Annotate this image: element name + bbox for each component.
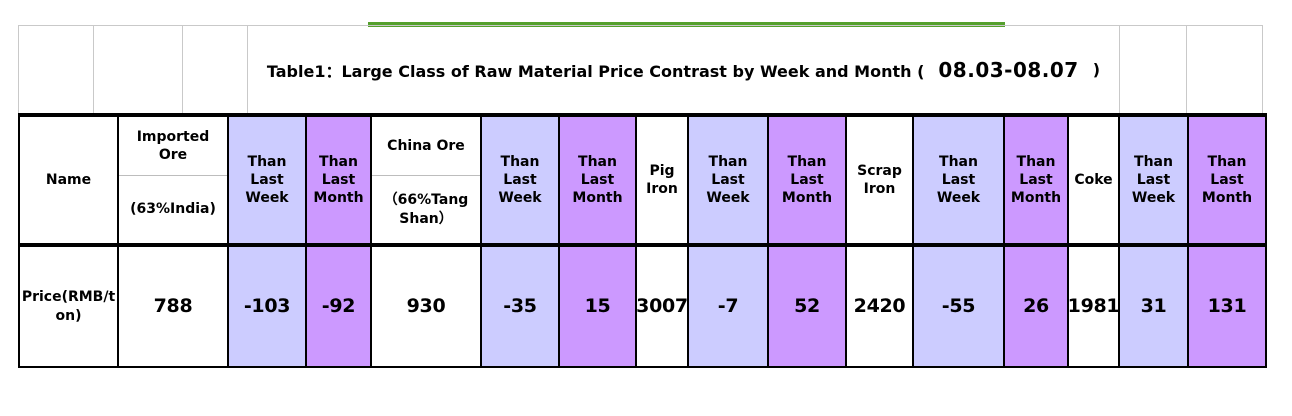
than-last-week-label: Than Last Week bbox=[706, 153, 750, 207]
month-delta-scrap-iron: 26 bbox=[1005, 247, 1069, 366]
header-than-last-week-coke: Than Last Week bbox=[1120, 117, 1189, 247]
price-imported-ore: 788 bbox=[119, 247, 229, 366]
week-delta-imported-ore: -103 bbox=[229, 247, 307, 366]
month-delta-pig-iron: 52 bbox=[769, 247, 847, 366]
price-scrap-iron: 2420 bbox=[847, 247, 914, 366]
month-delta-coke: 131 bbox=[1189, 247, 1265, 366]
price-row-label: Price(RMB/ton) bbox=[21, 289, 116, 324]
empty-cell bbox=[94, 26, 183, 113]
header-cell-name: Name bbox=[20, 117, 119, 247]
imported-ore-spec: (63%India) bbox=[130, 201, 216, 218]
empty-cell bbox=[183, 26, 248, 113]
header-than-last-month-imported-ore: Than Last Month bbox=[307, 117, 372, 247]
header-cell-china-ore: China Ore （66%TangShan） bbox=[372, 117, 482, 247]
header-than-last-week-scrap-iron: Than Last Week bbox=[914, 117, 1005, 247]
than-last-week-label: Than Last Week bbox=[245, 153, 289, 207]
month-delta-imported-ore: -92 bbox=[307, 247, 372, 366]
empty-cell bbox=[1120, 26, 1188, 113]
header-than-last-week-imported-ore: Than Last Week bbox=[229, 117, 307, 247]
price-pig-iron: 3007 bbox=[637, 247, 689, 366]
title-date-range: 08.03-08.07 bbox=[938, 57, 1079, 82]
empty-cell bbox=[1187, 26, 1263, 113]
china-ore-label: China Ore bbox=[387, 137, 465, 154]
row-label-cell: Price(RMB/ton) bbox=[20, 247, 119, 366]
than-last-month-label: Than Last Month bbox=[572, 153, 623, 207]
header-than-last-month-pig-iron: Than Last Month bbox=[769, 117, 847, 247]
title-text: Table1：Large Class of Raw Material Price… bbox=[266, 61, 925, 81]
than-last-month-label: Than Last Month bbox=[781, 153, 833, 207]
header-than-last-week-pig-iron: Than Last Week bbox=[689, 117, 769, 247]
china-ore-spec: （66%TangShan） bbox=[383, 192, 469, 227]
header-than-last-month-scrap-iron: Than Last Month bbox=[1005, 117, 1069, 247]
than-last-month-label: Than Last Month bbox=[1201, 153, 1253, 207]
price-coke: 1981 bbox=[1069, 247, 1120, 366]
than-last-month-label: Than Last Month bbox=[1010, 153, 1062, 207]
week-delta-scrap-iron: -55 bbox=[914, 247, 1005, 366]
month-delta-china-ore: 15 bbox=[560, 247, 637, 366]
name-header-label: Name bbox=[45, 171, 92, 188]
than-last-week-label: Than Last Week bbox=[498, 153, 542, 207]
header-than-last-month-coke: Than Last Month bbox=[1189, 117, 1265, 247]
header-than-last-month-china-ore: Than Last Month bbox=[560, 117, 637, 247]
week-delta-coke: 31 bbox=[1120, 247, 1189, 366]
than-last-week-label: Than Last Week bbox=[1131, 153, 1176, 207]
header-cell-imported-ore: Imported Ore (63%India) bbox=[119, 117, 229, 247]
header-cell-coke: Coke bbox=[1069, 117, 1120, 247]
header-cell-pig-iron: Pig Iron bbox=[637, 117, 689, 247]
accent-line bbox=[368, 22, 1005, 27]
week-delta-pig-iron: -7 bbox=[689, 247, 769, 366]
table-title: Table1：Large Class of Raw Material Price… bbox=[248, 26, 1121, 113]
than-last-month-label: Than Last Month bbox=[313, 153, 364, 207]
than-last-week-label: Than Last Week bbox=[936, 153, 981, 207]
imported-ore-label: Imported Ore bbox=[136, 128, 210, 163]
pig-iron-label: Pig Iron bbox=[646, 162, 678, 197]
week-delta-china-ore: -35 bbox=[482, 247, 560, 366]
title-row: Table1：Large Class of Raw Material Price… bbox=[18, 25, 1263, 113]
price-table: Name Imported Ore (63%India) Than Last W… bbox=[18, 113, 1267, 368]
title-suffix: ) bbox=[1092, 60, 1101, 79]
scrap-iron-label: Scrap Iron bbox=[857, 162, 902, 197]
price-china-ore: 930 bbox=[372, 247, 482, 366]
header-than-last-week-china-ore: Than Last Week bbox=[482, 117, 560, 247]
coke-label: Coke bbox=[1074, 171, 1113, 188]
empty-cell bbox=[19, 26, 94, 113]
header-cell-scrap-iron: Scrap Iron bbox=[847, 117, 914, 247]
